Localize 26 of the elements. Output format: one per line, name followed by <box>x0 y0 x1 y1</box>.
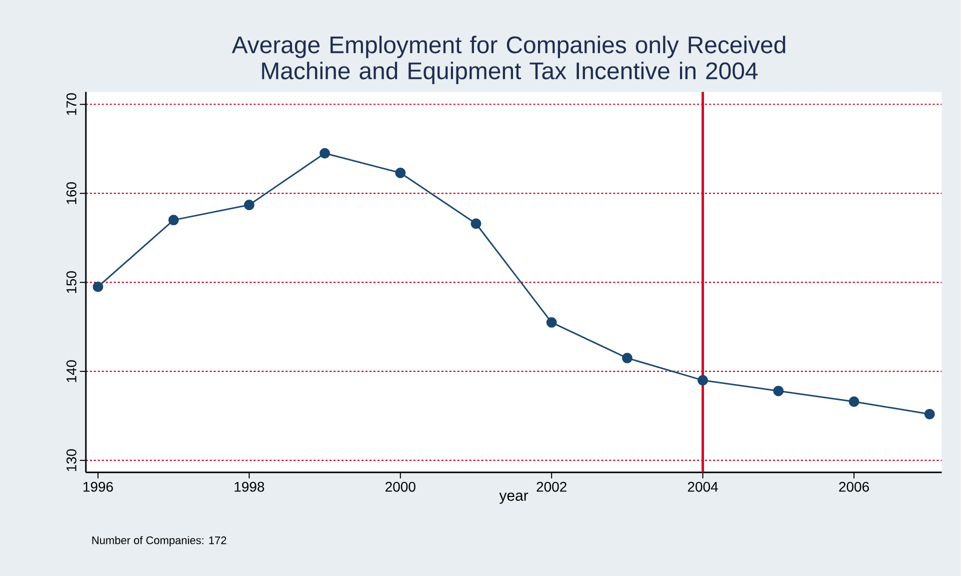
point <box>395 168 406 178</box>
chart-title: Average Employment for Companies only Received Machine and Equipment Tax Incentive in 2004 <box>232 36 786 84</box>
text: Number of Companies: 172 <box>92 536 226 546</box>
y-tick-label: 160 <box>66 182 76 204</box>
y-tick-label: 150 <box>66 271 76 293</box>
point <box>698 374 708 386</box>
point <box>924 408 935 420</box>
point <box>470 218 482 229</box>
point <box>168 214 179 226</box>
point <box>773 386 784 396</box>
point <box>848 396 860 407</box>
point <box>546 317 557 328</box>
y-tick-label: 170 <box>66 93 76 115</box>
x-tick-label: 2000 <box>386 482 416 492</box>
point <box>244 200 254 210</box>
x-tick-label: 2002 <box>536 482 566 492</box>
point <box>320 148 330 158</box>
point <box>92 281 104 292</box>
x-tick-label: 1998 <box>234 482 264 492</box>
y-tick-label: 130 <box>66 449 76 471</box>
y-tick-label: 140 <box>66 360 76 382</box>
x-tick-label: 2004 <box>688 482 718 492</box>
x-tick-label: 1996 <box>84 482 113 492</box>
x-axis-title: year <box>499 492 528 504</box>
point <box>622 352 632 364</box>
x-tick-label: 2006 <box>839 482 869 492</box>
